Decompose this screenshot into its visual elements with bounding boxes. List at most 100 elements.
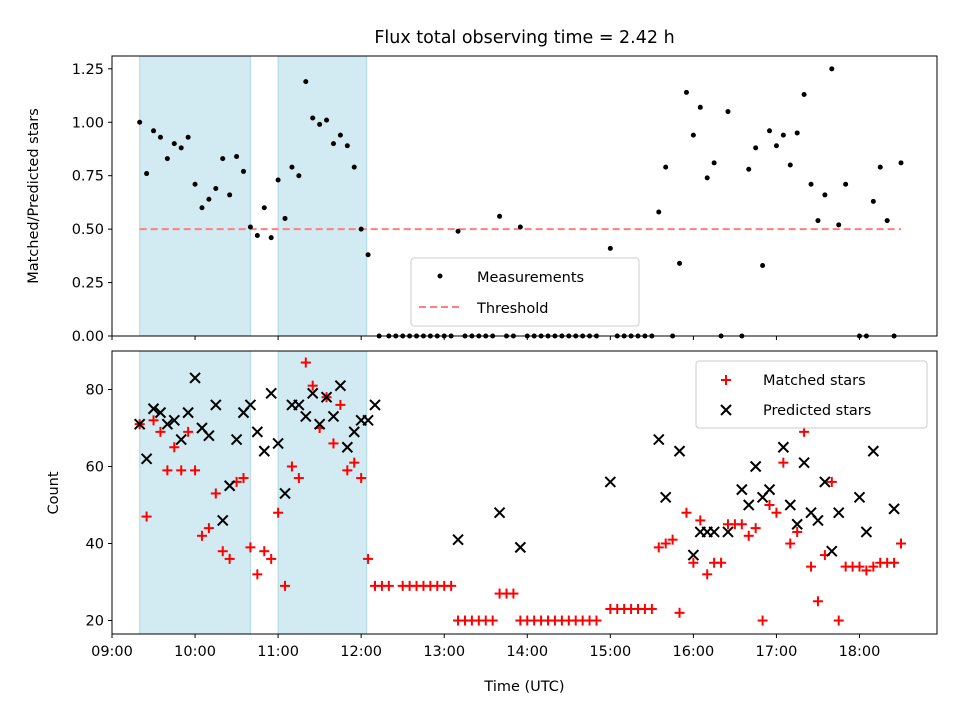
predicted-star-point [334,379,347,392]
matched-star-point [688,557,699,568]
measurement-point [171,141,177,147]
predicted-star-point [493,507,506,519]
shaded-interval [277,55,368,337]
matched-star-point [342,465,353,476]
measurement-point [725,109,731,115]
matched-star-point [141,511,152,522]
matched-star-point [259,546,270,557]
measurement-point [206,196,212,202]
chart-title: Flux total observing time = 2.42 h [374,28,674,48]
measurement-point [344,143,350,149]
x-tick-label: 14:00 [506,644,548,660]
predicted-star-point [251,426,264,438]
top-legend: Measurements Threshold [410,257,640,327]
y-tick-label: 1.25 [72,62,104,78]
measurement-point [753,145,759,151]
measurement-point [144,171,150,177]
predicted-star-point [147,403,160,415]
measurement-point [822,192,828,198]
measurement-point [157,134,163,140]
measurement-point [787,162,793,168]
matched-star-point [328,438,339,449]
matched-star-point [217,546,228,557]
matched-star-point [826,476,837,487]
measurement-point [677,260,683,266]
legend-matched-marker [721,375,731,385]
matched-star-point [750,523,761,534]
measurement-point [289,164,295,170]
matched-star-point [280,580,291,591]
matched-star-point [155,426,166,437]
matched-star-point [196,530,207,541]
predicted-star-point [673,445,686,457]
predicted-star-point [348,426,360,438]
matched-star-point [245,542,256,553]
predicted-star-point [888,503,900,515]
predicted-star-point [604,476,617,488]
matched-star-point [293,473,304,484]
matched-star-point [889,557,900,568]
matched-star-point [757,615,768,626]
bottom-ylabel: Count [46,471,62,514]
predicted-star-point [210,399,222,411]
measurement-point [656,209,662,215]
x-tick-label: 18:00 [839,644,881,660]
predicted-star-point [258,445,270,457]
matched-star-point [833,615,844,626]
predicted-star-point [133,418,146,430]
measurement-point [794,130,800,136]
y-tick-label: 1.00 [72,115,104,131]
matched-star-point [896,538,907,549]
matched-star-point [446,580,457,591]
measurement-point [843,181,849,187]
matched-star-point [508,588,519,599]
predicted-star-point [867,445,880,457]
predicted-star-point [265,387,277,400]
predicted-star-point [217,514,229,527]
predicted-star-point [307,387,319,400]
matched-star-point [252,569,263,580]
top-legend-box [410,257,640,327]
matched-star-point [702,569,713,580]
matched-star-point [681,507,692,518]
predicted-star-point [327,410,340,423]
measurement-point [801,91,807,97]
matched-star-point [300,357,311,368]
top-panel: 0.00 0.25 0.50 0.75 1.00 1.25 Matched/Predict… [26,55,938,345]
predicted-star-point [230,433,243,446]
matched-star-point [861,565,872,576]
measurement-point [746,166,752,172]
matched-star-point [778,457,789,468]
predicted-star-point [140,453,153,465]
measurement-point [773,143,779,149]
measurement-point [337,132,343,138]
predicted-star-point [203,430,215,442]
predicted-star-point [452,533,464,546]
predicted-star-point [708,526,720,538]
legend-threshold-label: Threshold [476,301,548,317]
measurement-point [164,156,170,162]
measurement-point [254,233,260,239]
measurement-point [296,173,302,179]
predicted-star-point [313,418,326,430]
predicted-star-point [320,391,333,403]
measurement-point [697,104,703,110]
predicted-star-point [293,399,305,411]
predicted-star-point [784,499,796,511]
matched-star-point [273,507,284,518]
y-tick-label: 40 [86,537,104,553]
matched-star-point [806,561,817,572]
measurement-point [303,79,309,85]
measurement-point [663,164,669,170]
predicted-star-point [826,545,838,557]
shaded-interval [139,55,251,337]
predicted-star-point [812,514,824,527]
matched-star-point [190,465,201,476]
matched-star-point [286,461,297,472]
legend-predicted-label: Predicted stars [763,403,871,419]
y-tick-label: 0.25 [72,276,104,292]
matched-star-point [764,500,775,511]
legend-predicted-marker [720,404,732,416]
predicted-star-point [244,399,257,411]
